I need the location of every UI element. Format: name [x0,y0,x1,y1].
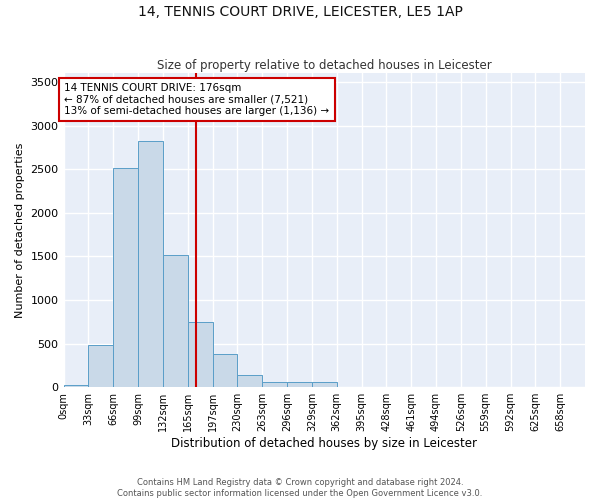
Bar [163,254,188,387]
Bar [64,386,88,387]
Text: 14 TENNIS COURT DRIVE: 176sqm
← 87% of detached houses are smaller (7,521)
13% o: 14 TENNIS COURT DRIVE: 176sqm ← 87% of d… [64,83,329,116]
Text: Contains HM Land Registry data © Crown copyright and database right 2024.
Contai: Contains HM Land Registry data © Crown c… [118,478,482,498]
Bar [113,168,138,387]
Bar [138,141,163,387]
Bar [312,382,337,387]
Bar [212,354,238,387]
Bar [238,375,262,387]
Bar [88,346,113,387]
X-axis label: Distribution of detached houses by size in Leicester: Distribution of detached houses by size … [171,437,477,450]
Bar [262,382,287,387]
Bar [188,322,212,387]
Title: Size of property relative to detached houses in Leicester: Size of property relative to detached ho… [157,59,491,72]
Y-axis label: Number of detached properties: Number of detached properties [15,142,25,318]
Bar [287,382,312,387]
Text: 14, TENNIS COURT DRIVE, LEICESTER, LE5 1AP: 14, TENNIS COURT DRIVE, LEICESTER, LE5 1… [137,5,463,19]
